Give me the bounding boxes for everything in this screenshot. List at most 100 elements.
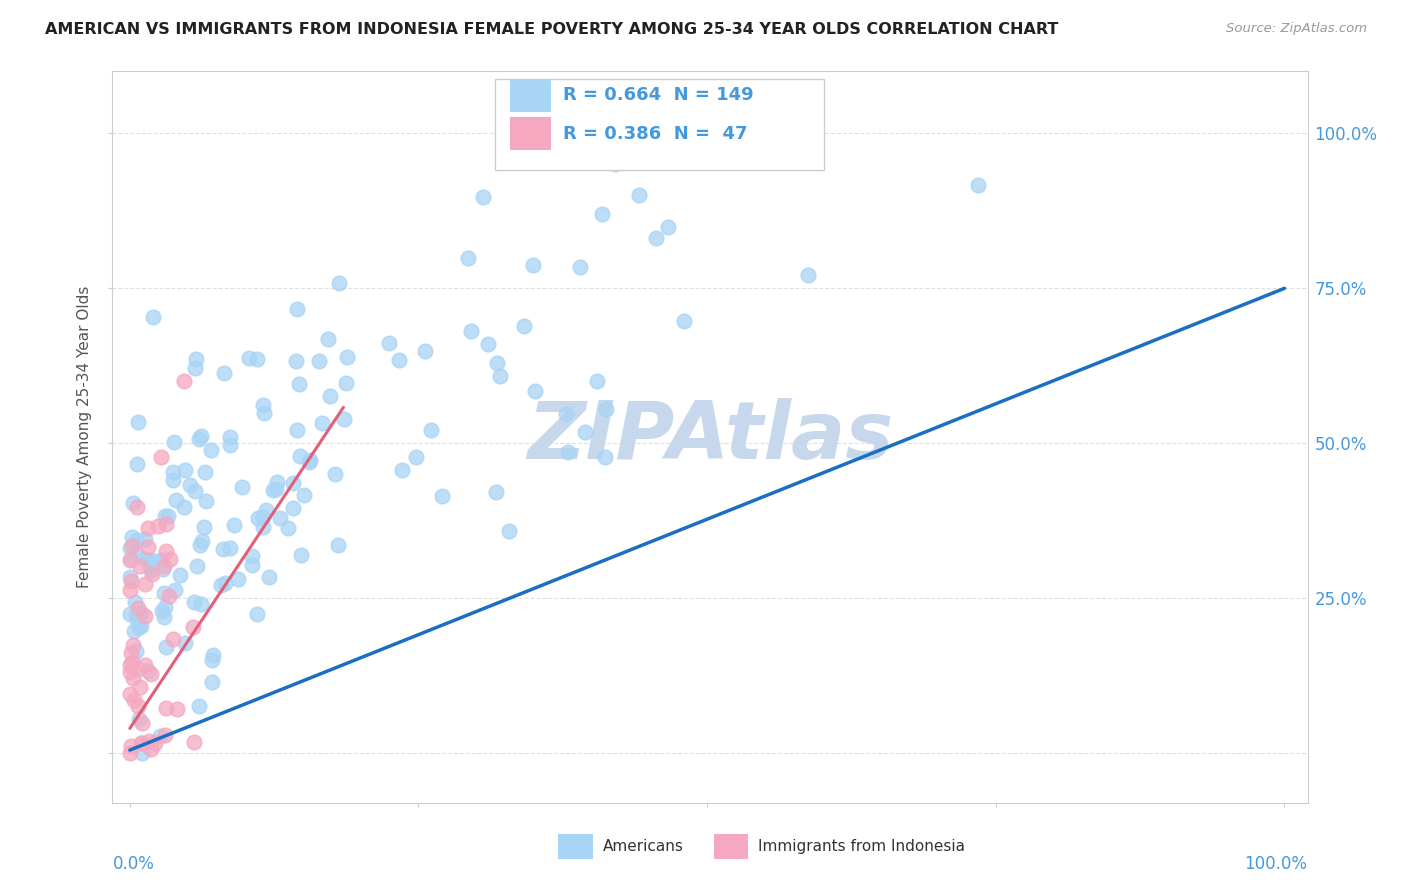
Point [139, 741, 162, 756]
Text: Source: ZipAtlas.com: Source: ZipAtlas.com [1226, 22, 1367, 36]
Point [159, 551, 181, 566]
Point [285, 302, 308, 317]
Point [246, 352, 269, 367]
Point [152, 609, 174, 624]
Point [155, 640, 177, 654]
Point [325, 467, 347, 481]
Point [378, 335, 401, 350]
Point [183, 361, 205, 376]
Text: R = 0.664  N = 149: R = 0.664 N = 149 [562, 87, 754, 104]
Point [212, 366, 235, 380]
Point [155, 701, 177, 715]
Point [568, 260, 591, 274]
Point [498, 524, 520, 538]
Point [127, 457, 149, 471]
Point [153, 558, 176, 573]
Point [316, 332, 339, 346]
Point [184, 352, 207, 367]
Point [191, 534, 214, 549]
Point [183, 735, 205, 749]
Point [201, 652, 224, 666]
Point [127, 601, 149, 615]
Point [226, 572, 249, 586]
Point [298, 455, 321, 469]
Point [179, 478, 201, 492]
Point [129, 736, 152, 750]
Point [332, 412, 354, 426]
Point [281, 476, 304, 491]
Point [129, 558, 152, 573]
FancyBboxPatch shape [510, 79, 551, 112]
Point [193, 520, 215, 534]
Point [121, 655, 143, 669]
Point [194, 465, 217, 479]
Point [142, 310, 165, 324]
FancyBboxPatch shape [495, 78, 824, 170]
Point [593, 450, 616, 464]
Point [240, 549, 263, 563]
Point [122, 692, 145, 706]
Point [252, 510, 274, 524]
Point [120, 541, 142, 555]
Point [524, 384, 547, 398]
Point [120, 553, 142, 567]
Point [184, 483, 207, 498]
Point [118, 658, 141, 673]
Point [118, 607, 141, 621]
Point [149, 729, 172, 743]
Point [254, 502, 277, 516]
Point [186, 558, 208, 573]
Point [169, 568, 191, 582]
Point [264, 482, 287, 496]
Point [231, 480, 253, 494]
Point [605, 157, 627, 171]
Point [128, 610, 150, 624]
Point [420, 424, 443, 438]
Point [125, 533, 148, 548]
Point [122, 496, 145, 510]
Point [173, 374, 195, 388]
Point [121, 530, 143, 544]
Text: R = 0.386  N =  47: R = 0.386 N = 47 [562, 125, 748, 143]
Point [477, 337, 499, 351]
Point [595, 402, 617, 417]
Point [471, 190, 494, 204]
Point [246, 607, 269, 621]
Point [319, 389, 342, 403]
Text: AMERICAN VS IMMIGRANTS FROM INDONESIA FEMALE POVERTY AMONG 25-34 YEAR OLDS CORRE: AMERICAN VS IMMIGRANTS FROM INDONESIA FE… [45, 22, 1059, 37]
Point [966, 178, 988, 192]
Point [127, 698, 149, 713]
Point [796, 268, 818, 282]
Point [627, 188, 650, 202]
Point [585, 374, 607, 388]
Point [128, 681, 150, 695]
Point [460, 325, 482, 339]
Point [153, 508, 176, 523]
Point [328, 276, 350, 290]
Point [162, 465, 184, 479]
Point [118, 583, 141, 598]
Point [238, 351, 260, 365]
Point [131, 716, 153, 731]
Point [672, 314, 695, 328]
Point [252, 520, 274, 534]
Point [128, 712, 150, 726]
Point [139, 559, 162, 574]
Point [166, 493, 188, 508]
Point [174, 636, 197, 650]
Point [336, 350, 359, 364]
Point [149, 554, 172, 568]
Point [209, 578, 232, 592]
Text: Americans: Americans [603, 839, 683, 855]
Point [285, 424, 308, 438]
Point [413, 344, 436, 359]
Point [335, 376, 357, 391]
Point [120, 552, 142, 566]
Point [120, 646, 142, 660]
Point [190, 597, 212, 611]
Text: ZIPAtlas: ZIPAtlas [527, 398, 893, 476]
Point [165, 583, 187, 598]
FancyBboxPatch shape [558, 834, 593, 859]
Point [298, 453, 321, 467]
Point [122, 638, 145, 652]
